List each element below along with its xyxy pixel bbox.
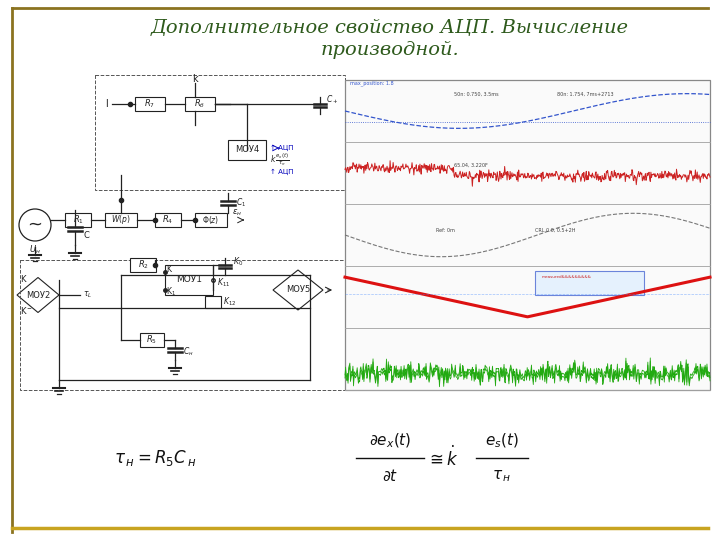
Text: МОУ4: МОУ4 — [235, 145, 259, 154]
FancyBboxPatch shape — [140, 333, 164, 347]
Text: ~: ~ — [27, 216, 42, 234]
Text: $\tau_{\,н}$: $\tau_{\,н}$ — [492, 468, 512, 484]
Text: $C_н$: $C_н$ — [183, 346, 194, 358]
FancyBboxPatch shape — [165, 265, 213, 295]
Text: производной.: производной. — [320, 41, 459, 59]
Text: Дополнительное свойство АЦП. Вычисление: Дополнительное свойство АЦП. Вычисление — [151, 19, 629, 37]
Text: $\tau_{\,н} = R_5 C_{\,н}$: $\tau_{\,н} = R_5 C_{\,н}$ — [114, 448, 197, 468]
FancyBboxPatch shape — [195, 213, 227, 227]
Text: $\cong \dot{k}$: $\cong \dot{k}$ — [426, 446, 459, 470]
Text: 65.04, 3.220F: 65.04, 3.220F — [454, 163, 488, 168]
Text: МОУ1: МОУ1 — [176, 275, 202, 285]
Text: $e_s(t)$: $e_s(t)$ — [485, 432, 519, 450]
Text: $\Phi(z)$: $\Phi(z)$ — [202, 214, 220, 226]
Text: max_position: 1.8: max_position: 1.8 — [350, 80, 394, 86]
Bar — [345, 80, 710, 390]
FancyBboxPatch shape — [185, 97, 215, 111]
Text: K: K — [20, 275, 25, 285]
Text: $R_5$: $R_5$ — [146, 334, 158, 346]
FancyBboxPatch shape — [228, 140, 266, 160]
Text: $\tau_L$: $\tau_L$ — [84, 290, 93, 300]
Bar — [345, 328, 710, 390]
Bar — [20, 260, 350, 390]
Text: $U_н$: $U_н$ — [29, 244, 41, 256]
FancyBboxPatch shape — [135, 97, 165, 111]
Text: $K_{12}$: $K_{12}$ — [223, 296, 236, 308]
Bar — [345, 80, 710, 142]
Text: $R_7$: $R_7$ — [145, 98, 156, 110]
Text: $R_б$: $R_б$ — [194, 98, 206, 110]
Text: $C_1$: $C_1$ — [236, 197, 246, 209]
Polygon shape — [273, 270, 323, 310]
Text: $\varepsilon_н$: $\varepsilon_н$ — [232, 208, 242, 218]
FancyBboxPatch shape — [130, 258, 156, 272]
Text: CRL 0.0, 0.5+2H: CRL 0.0, 0.5+2H — [535, 228, 575, 233]
Text: C: C — [84, 232, 90, 240]
Text: 50n: 0.750, 3.5ms: 50n: 0.750, 3.5ms — [454, 91, 499, 97]
Text: $R_4$: $R_4$ — [163, 214, 174, 226]
Text: l: l — [106, 99, 109, 109]
Text: K$^-$: K$^-$ — [20, 305, 33, 315]
Text: МОУ2: МОУ2 — [26, 291, 50, 300]
Text: measured&&&&&&&&&: measured&&&&&&&&& — [542, 275, 592, 279]
Text: $K_0$: $K_0$ — [233, 256, 243, 268]
Text: ↑ АЦП: ↑ АЦП — [270, 169, 294, 175]
Text: Ref: 0m: Ref: 0m — [436, 228, 455, 233]
FancyBboxPatch shape — [205, 296, 221, 308]
Text: 80n: 1.754, 7ms+2713: 80n: 1.754, 7ms+2713 — [557, 91, 613, 97]
FancyBboxPatch shape — [65, 213, 91, 227]
Bar — [345, 142, 710, 204]
Text: $K_{11}$: $K_{11}$ — [217, 276, 230, 289]
Bar — [345, 266, 710, 328]
Text: $W(p)$: $W(p)$ — [111, 213, 131, 226]
Text: $R_2$: $R_2$ — [138, 259, 148, 271]
FancyBboxPatch shape — [155, 213, 181, 227]
Text: k: k — [192, 74, 198, 84]
Text: K$_1$: K$_1$ — [166, 286, 176, 298]
Bar — [345, 204, 710, 266]
Text: $C_+$: $C_+$ — [326, 94, 338, 106]
Text: $k\,\frac{e_x(t)}{\tau_н}$: $k\,\frac{e_x(t)}{\tau_н}$ — [270, 152, 289, 168]
FancyBboxPatch shape — [105, 213, 137, 227]
Text: $R_1$: $R_1$ — [73, 214, 84, 226]
Text: ↑ АЦП: ↑ АЦП — [270, 145, 294, 151]
Bar — [95, 75, 345, 190]
Text: МОУ5: МОУ5 — [286, 286, 310, 294]
Text: $\partial t$: $\partial t$ — [382, 468, 398, 484]
Text: K: K — [166, 266, 171, 274]
Polygon shape — [17, 278, 59, 313]
Bar — [535, 271, 644, 294]
Text: $\partial e_x(t)$: $\partial e_x(t)$ — [369, 432, 411, 450]
